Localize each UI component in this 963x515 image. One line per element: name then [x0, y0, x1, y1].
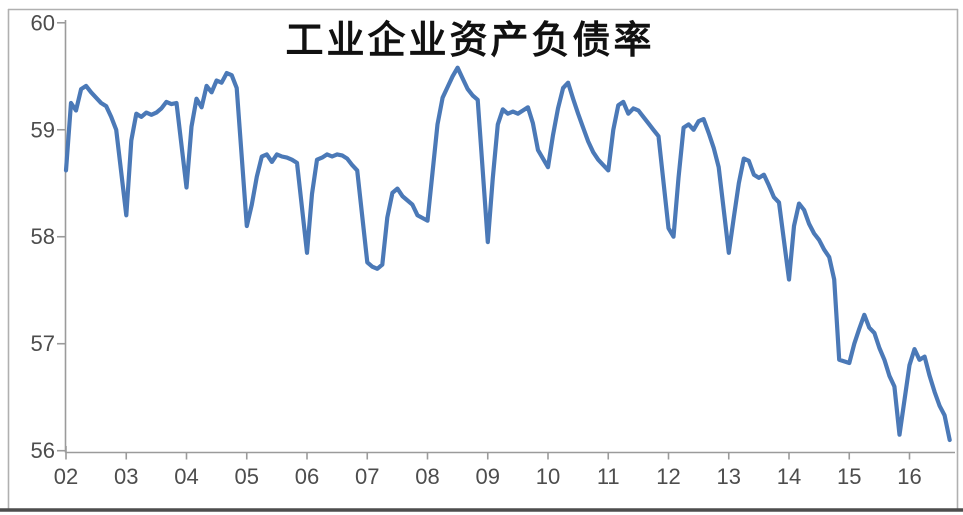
x-tick-label: 11 [597, 464, 620, 489]
x-tick-label: 07 [355, 464, 379, 489]
x-tick-label: 09 [476, 464, 500, 489]
y-tick-label: 59 [31, 117, 55, 142]
y-tick-label: 58 [31, 224, 55, 249]
x-tick-label: 15 [837, 464, 861, 489]
x-tick-label: 05 [235, 464, 259, 489]
x-tick-label: 13 [717, 464, 741, 489]
x-tick-label: 16 [897, 464, 921, 489]
y-tick-label: 60 [31, 10, 55, 35]
asset-liability-ratio-line [63, 65, 952, 443]
x-tick-label: 03 [114, 464, 138, 489]
x-tick-label: 08 [415, 464, 439, 489]
x-tick-label: 06 [295, 464, 319, 489]
x-tick-label: 02 [54, 464, 78, 489]
x-tick-label: 10 [536, 464, 560, 489]
x-tick-label: 14 [777, 464, 801, 489]
y-tick-label: 56 [31, 438, 55, 463]
chart-title: 工业企业资产负债率 [285, 17, 655, 62]
x-tick-label: 04 [174, 464, 198, 489]
x-tick-label: 12 [656, 464, 680, 489]
y-tick-label: 57 [31, 331, 55, 356]
